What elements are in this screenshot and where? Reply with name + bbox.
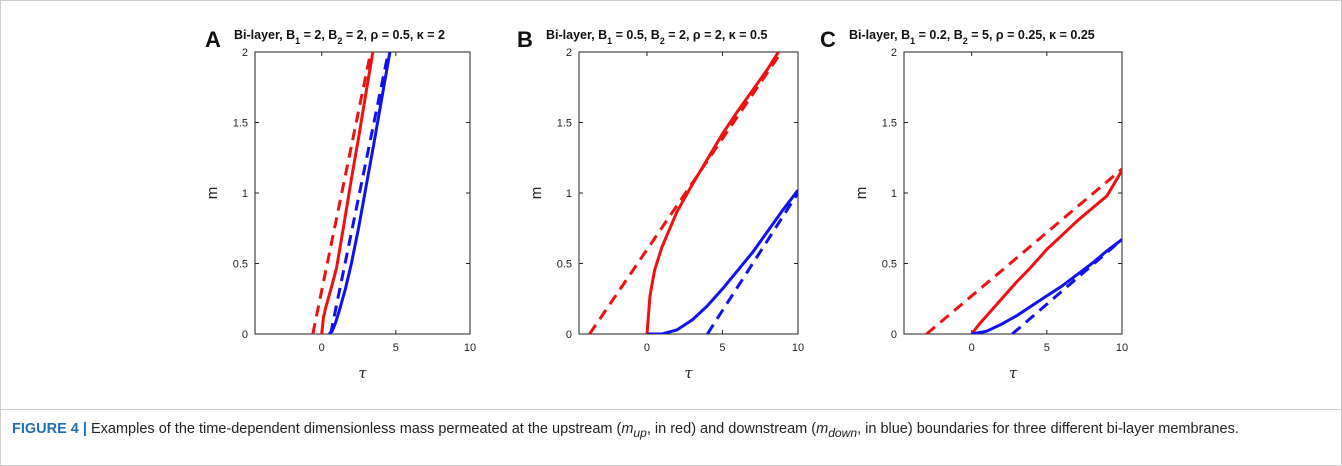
title-subscript: 2 — [963, 36, 968, 46]
title-subscript: 1 — [607, 36, 612, 46]
y-tick-label: 0.5 — [882, 259, 897, 271]
y-tick-label: 1.5 — [233, 118, 248, 130]
y-tick-label: 2 — [242, 47, 248, 59]
title-text: = 2, B — [300, 28, 337, 42]
panel-title: Bi-layer, B1 = 0.5, B2 = 2, ρ = 2, κ = 0… — [546, 28, 767, 46]
title-text: Bi-layer, B — [546, 28, 607, 42]
y-tick-label: 0.5 — [233, 259, 248, 271]
title-subscript: 1 — [910, 36, 915, 46]
y-axis-label: m — [853, 187, 870, 200]
title-subscript: 1 — [295, 36, 300, 46]
upstream-mass-line — [645, 52, 780, 334]
x-tick-label: 0 — [644, 342, 650, 354]
y-tick-label: 1 — [566, 188, 572, 200]
title-text: Bi-layer, B — [849, 28, 910, 42]
panel-title: Bi-layer, B1 = 2, B2 = 2, ρ = 0.5, κ = 2 — [234, 28, 445, 46]
panel-title: Bi-layer, B1 = 0.2, B2 = 5, ρ = 0.25, κ … — [849, 28, 1095, 46]
caption-text: , in blue) boundaries for three differen… — [857, 421, 1239, 437]
caption-text: up — [633, 425, 647, 440]
y-tick-label: 0 — [891, 329, 897, 341]
y-tick-label: 0 — [566, 329, 572, 341]
axes-box — [903, 51, 1123, 335]
title-text: = 0.2, B — [915, 28, 963, 42]
downstream-asymptote-line — [706, 192, 798, 334]
y-tick-label: 1 — [242, 188, 248, 200]
panel-letter: C — [820, 27, 836, 52]
caption-text: m — [621, 421, 634, 437]
x-tick-label: 5 — [1044, 342, 1050, 354]
title-subscript: 2 — [660, 36, 665, 46]
x-tick-label: 10 — [1116, 342, 1128, 354]
caption-text: Examples of the time-dependent dimension… — [86, 421, 622, 437]
y-tick-label: 1 — [891, 188, 897, 200]
y-axis-label: m — [204, 187, 221, 200]
x-axis-label: τ — [1009, 364, 1018, 382]
caption-divider — [0, 409, 1342, 410]
x-tick-label: 0 — [319, 342, 325, 354]
x-axis-label: τ — [684, 364, 693, 382]
panel-letter: A — [205, 27, 221, 52]
panel-letter: B — [517, 27, 533, 52]
x-tick-label: 5 — [393, 342, 399, 354]
x-tick-label: 0 — [969, 342, 975, 354]
y-tick-label: 0 — [242, 329, 248, 341]
caption-text: m — [816, 421, 829, 437]
caption-label: FIGURE 4 | — [12, 421, 87, 437]
y-tick-label: 0.5 — [557, 259, 572, 271]
x-tick-label: 10 — [464, 342, 476, 354]
downstream-mass-line — [328, 52, 392, 334]
title-text: Bi-layer, B — [234, 28, 295, 42]
downstream-mass-line — [647, 189, 798, 334]
title-text: = 2, ρ = 2, κ = 0.5 — [665, 28, 768, 42]
title-subscript: 2 — [337, 36, 342, 46]
title-text: = 0.5, B — [612, 28, 660, 42]
upstream-asymptote-line — [311, 52, 373, 334]
downstream-mass-line — [971, 238, 1122, 334]
y-tick-label: 1.5 — [882, 118, 897, 130]
upstream-mass-line — [970, 169, 1122, 334]
downstream-asymptote-line — [1011, 238, 1122, 334]
upstream-asymptote-line — [925, 167, 1122, 334]
caption-text: down — [828, 425, 858, 440]
figure-caption: FIGURE 4 | Examples of the time-dependen… — [12, 418, 1322, 444]
downstream-asymptote-line — [329, 52, 390, 334]
upstream-mass-line — [320, 52, 375, 334]
title-text: = 5, ρ = 0.25, κ = 0.25 — [968, 28, 1095, 42]
x-tick-label: 10 — [792, 342, 804, 354]
title-text: = 2, ρ = 0.5, κ = 2 — [342, 28, 445, 42]
caption-text: , in red) and downstream ( — [646, 421, 817, 437]
y-tick-label: 2 — [566, 47, 572, 59]
x-axis-label: τ — [358, 364, 367, 382]
y-axis-label: m — [528, 187, 545, 200]
upstream-asymptote-line — [588, 52, 783, 334]
y-tick-label: 2 — [891, 47, 897, 59]
x-tick-label: 5 — [719, 342, 725, 354]
y-tick-label: 1.5 — [557, 118, 572, 130]
